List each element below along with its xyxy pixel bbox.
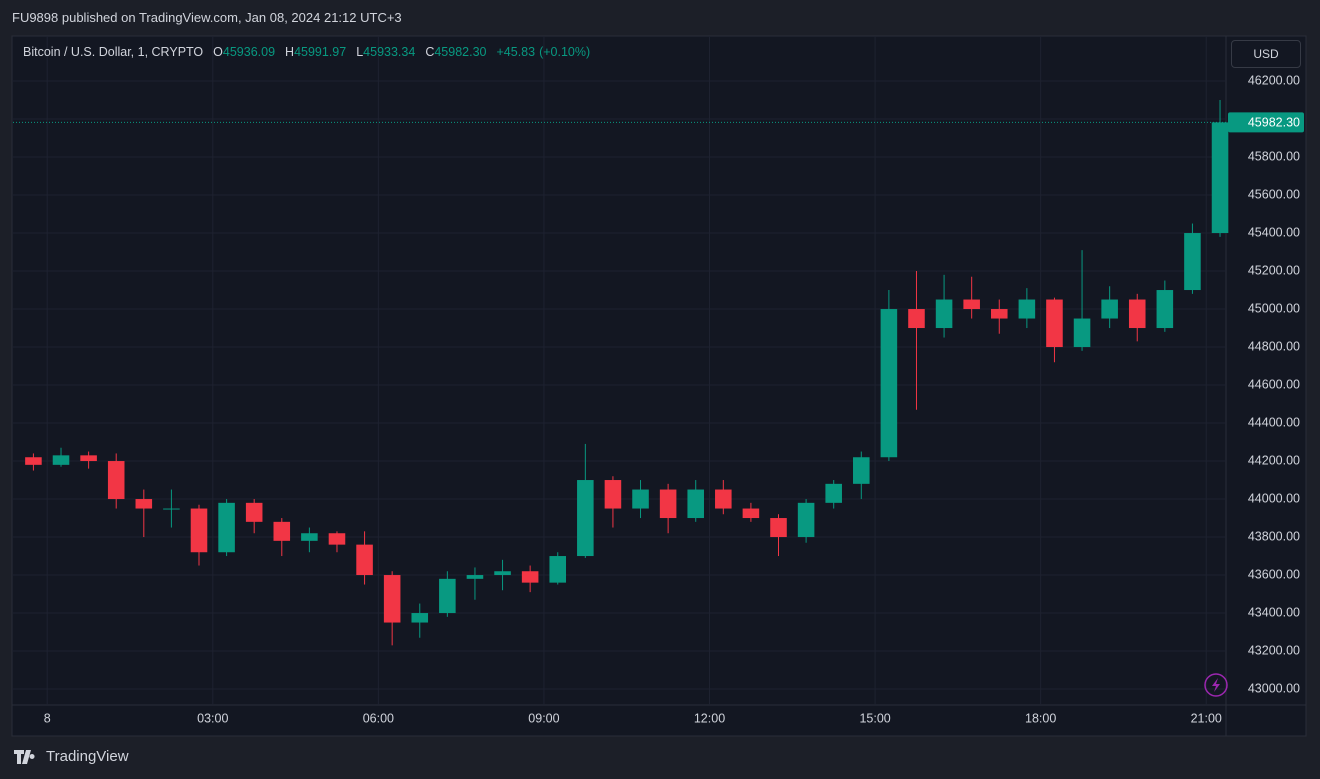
y-tick-label: 45200.00 bbox=[1248, 263, 1300, 277]
legend-key: H bbox=[285, 45, 295, 59]
legend-key: O bbox=[213, 45, 223, 59]
candle-body bbox=[797, 502, 815, 538]
y-tick-label: 44600.00 bbox=[1248, 377, 1300, 391]
candle-body bbox=[880, 309, 898, 458]
currency-button[interactable]: USD bbox=[1231, 40, 1301, 68]
candle-body bbox=[1184, 233, 1201, 291]
candle-body bbox=[245, 502, 263, 522]
y-tick-label: 45400.00 bbox=[1248, 225, 1300, 239]
candle-body bbox=[439, 578, 456, 614]
chart-panel bbox=[11, 35, 1307, 737]
candle-body bbox=[908, 309, 925, 329]
candle-body bbox=[80, 455, 97, 462]
candle-body bbox=[301, 533, 318, 541]
candle-body bbox=[1073, 318, 1091, 348]
candle-body bbox=[659, 489, 677, 519]
x-tick-label: 06:00 bbox=[363, 711, 394, 725]
legend: Bitcoin / U.S. Dollar, 1, CRYPTO O45936.0… bbox=[23, 45, 590, 59]
candle-body bbox=[494, 571, 511, 576]
last-price-label: 45982.30 bbox=[1248, 116, 1300, 130]
x-tick-label: 03:00 bbox=[197, 711, 228, 725]
y-tick-label: 43800.00 bbox=[1248, 529, 1300, 543]
candle-body bbox=[383, 575, 401, 623]
candle-body bbox=[604, 480, 622, 509]
y-tick-label: 45800.00 bbox=[1248, 149, 1300, 163]
candle-body bbox=[1211, 122, 1229, 234]
x-tick-label: 21:00 bbox=[1191, 711, 1222, 725]
candle-body bbox=[687, 489, 704, 519]
legend-item: L45933.34 bbox=[350, 45, 415, 59]
legend-item: C45982.30 bbox=[419, 45, 486, 59]
candle-body bbox=[190, 508, 208, 553]
legend-item: H45991.97 bbox=[279, 45, 346, 59]
candle-body bbox=[163, 508, 180, 510]
candle-body bbox=[1128, 299, 1146, 329]
y-tick-label: 43000.00 bbox=[1248, 681, 1300, 695]
candle-body bbox=[935, 299, 953, 329]
legend-value: 45991.97 bbox=[294, 45, 347, 59]
last-price-tag bbox=[1228, 112, 1304, 133]
candle-body bbox=[549, 556, 567, 583]
legend-key: C bbox=[425, 45, 435, 59]
candle-body bbox=[521, 571, 539, 583]
x-tick-label: 8 bbox=[44, 711, 51, 725]
legend-symbol: Bitcoin / U.S. Dollar, 1, CRYPTO bbox=[23, 45, 204, 59]
candle-body bbox=[328, 533, 346, 545]
candle-body bbox=[273, 521, 291, 541]
candle-body bbox=[990, 309, 1008, 319]
alert-icon-bolt bbox=[1212, 678, 1220, 692]
brand: TradingView bbox=[14, 748, 129, 765]
candle-body bbox=[742, 508, 760, 519]
candle-body bbox=[577, 480, 594, 557]
candle-body bbox=[411, 613, 429, 623]
legend-key: L bbox=[356, 45, 364, 59]
alert-icon[interactable] bbox=[1204, 673, 1228, 697]
brand-logo bbox=[14, 749, 35, 764]
x-tick-label: 15:00 bbox=[859, 711, 890, 725]
candle-body bbox=[825, 483, 842, 503]
candle-body bbox=[107, 461, 125, 500]
y-tick-label: 43200.00 bbox=[1248, 643, 1300, 657]
candle-body bbox=[1156, 290, 1174, 329]
x-tick-label: 12:00 bbox=[694, 711, 725, 725]
candle-body bbox=[52, 455, 70, 465]
candle-body bbox=[963, 299, 980, 310]
header-title: FU9898 published on TradingView.com, Jan… bbox=[12, 10, 402, 25]
y-tick-label: 46200.00 bbox=[1248, 73, 1300, 87]
candle-body bbox=[466, 575, 484, 579]
legend-item: O45936.09 bbox=[207, 45, 275, 59]
y-tick-label: 44800.00 bbox=[1248, 339, 1300, 353]
y-tick-label: 45000.00 bbox=[1248, 301, 1300, 315]
candle-body bbox=[1101, 299, 1118, 319]
candle-body bbox=[632, 489, 649, 509]
candle-body bbox=[25, 457, 42, 465]
candle-body bbox=[715, 489, 732, 509]
candle-body bbox=[356, 544, 373, 576]
brand-name: TradingView bbox=[46, 748, 129, 765]
y-tick-label: 44000.00 bbox=[1248, 491, 1300, 505]
legend-value: 45933.34 bbox=[363, 45, 416, 59]
y-tick-label: 44200.00 bbox=[1248, 453, 1300, 467]
legend-change: +45.83 bbox=[496, 45, 536, 59]
y-tick-label: 44400.00 bbox=[1248, 415, 1300, 429]
candle-body bbox=[1018, 299, 1036, 319]
legend-value: 45936.09 bbox=[222, 45, 276, 59]
x-tick-label: 18:00 bbox=[1025, 711, 1056, 725]
candle-body bbox=[770, 518, 787, 538]
y-tick-label: 43400.00 bbox=[1248, 605, 1300, 619]
legend-value: 45982.30 bbox=[434, 45, 487, 59]
candle-body bbox=[135, 499, 153, 509]
candle-body bbox=[853, 457, 870, 484]
x-tick-label: 09:00 bbox=[528, 711, 559, 725]
y-tick-label: 45600.00 bbox=[1248, 187, 1300, 201]
candle-body bbox=[218, 502, 235, 553]
y-tick-label: 43600.00 bbox=[1248, 567, 1300, 581]
candle-body bbox=[1046, 299, 1063, 348]
legend-change-pct: (+0.10%) bbox=[539, 45, 591, 59]
